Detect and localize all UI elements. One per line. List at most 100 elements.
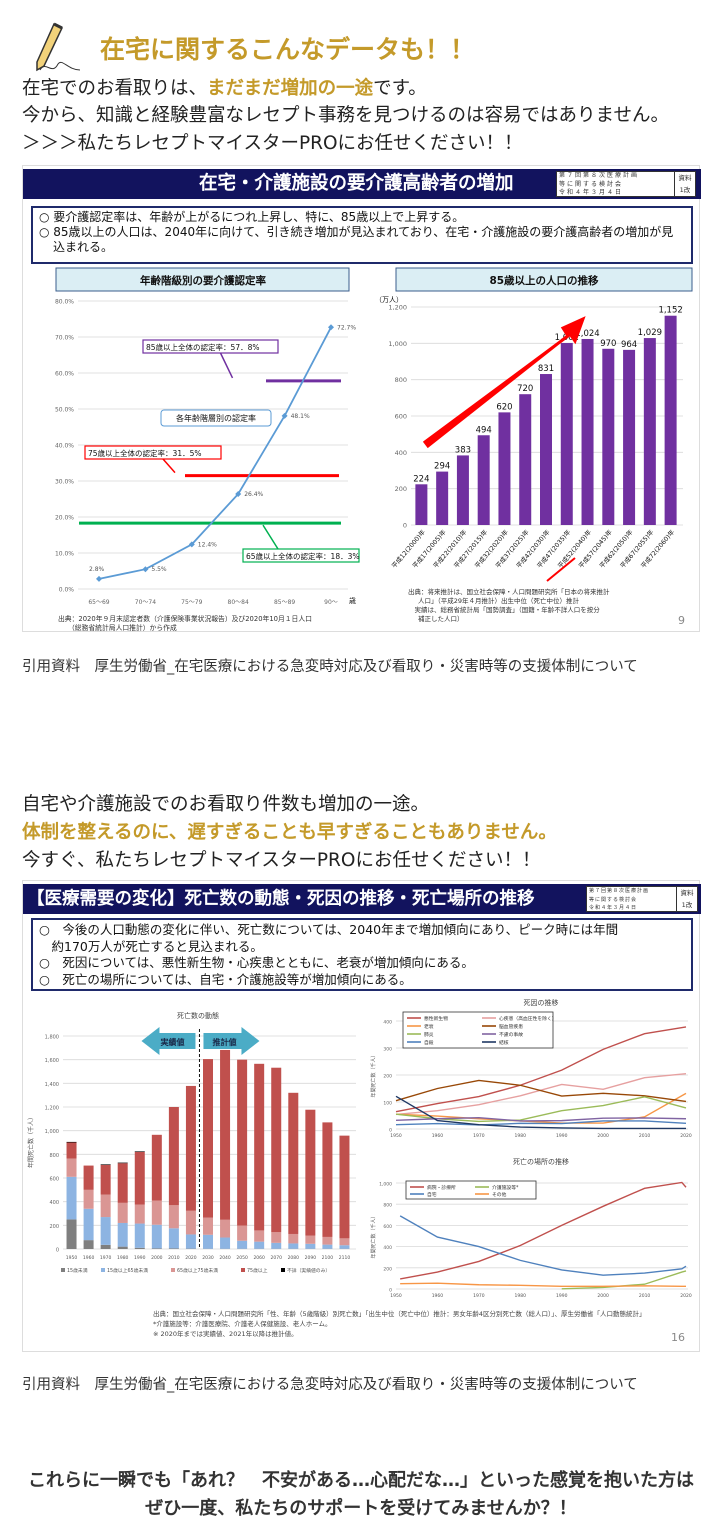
- reference-arrow: [163, 459, 175, 473]
- slide-elderly-care: 在宅・介護施設の要介護高齢者の増加 第７回第８次医療計画等に関する検討会令和４年…: [22, 165, 700, 632]
- y-tick-label: 400: [383, 1245, 392, 1251]
- chart-title: 死亡の場所の推移: [513, 1157, 569, 1166]
- section2-line-1: 自宅や介護施設でのお看取り件数も増加の一途。: [22, 790, 429, 816]
- bar-segment: [67, 1142, 77, 1143]
- bar-segment: [135, 1151, 145, 1152]
- bar-segment: [135, 1224, 145, 1248]
- bar-segment: [118, 1247, 128, 1249]
- y-tick-label: 10.0%: [55, 551, 74, 558]
- data-label: 1,152: [658, 306, 682, 316]
- x-tick-label: 2070: [271, 1255, 283, 1261]
- series-line: [396, 1080, 686, 1101]
- bar-segment: [203, 1235, 213, 1249]
- bar-segment: [322, 1237, 332, 1245]
- x-tick-label: 2010: [639, 1133, 651, 1139]
- y-tick-label: 1,400: [45, 1082, 59, 1088]
- bar: [665, 316, 677, 525]
- bar-segment: [118, 1163, 128, 1164]
- bar-segment: [101, 1217, 111, 1245]
- data-label: 383: [455, 445, 471, 455]
- page-number: 9: [678, 614, 685, 627]
- y-tick-label: 1,000: [379, 1182, 392, 1188]
- series-line: [396, 1074, 686, 1115]
- bar-segment: [84, 1166, 94, 1190]
- page-number: 16: [671, 1331, 685, 1344]
- legend-swatch: [61, 1268, 65, 1272]
- bar-segment: [339, 1136, 349, 1239]
- bar-segment: [135, 1152, 145, 1205]
- y-tick-label: 40.0%: [55, 443, 74, 450]
- bar-segment: [305, 1236, 315, 1244]
- section2-line-2: 体制を整えるのに、遅すぎることも早すぎることもありません。: [22, 818, 557, 844]
- bar-segment: [169, 1228, 179, 1248]
- bar: [644, 338, 656, 525]
- closing-line-1: これらに一瞬でも「あれ？ 不安がある…心配だな…」といった感覚を抱いた方は: [0, 1466, 722, 1492]
- bar-segment: [254, 1230, 264, 1241]
- bar-segment: [118, 1223, 128, 1247]
- bar-segment: [67, 1177, 77, 1220]
- bar: [540, 374, 552, 525]
- slide-charts: 死亡数の動態02004006008001,0001,2001,4001,6001…: [23, 881, 701, 1353]
- bar-segment: [305, 1244, 315, 1249]
- bar-segment: [135, 1248, 145, 1249]
- source-line: 出典：国立社会保障・人口問題研究所「性、年齢（5歳階級）別死亡数」「出生中位（死…: [153, 1309, 646, 1319]
- y-tick-label: 200: [49, 1224, 59, 1230]
- bar-segment: [271, 1068, 281, 1232]
- data-label: 970: [600, 339, 616, 349]
- y-tick-label: 0: [389, 1288, 392, 1294]
- bar-segment: [169, 1248, 179, 1249]
- x-tick-label: 70～74: [135, 599, 156, 606]
- reference-arrow: [263, 525, 278, 549]
- x-tick-label: 65～69: [88, 599, 109, 606]
- legend-label: 自宅: [427, 1191, 437, 1198]
- y-tick-label: 0.0%: [59, 587, 75, 594]
- legend-label: 老衰: [424, 1023, 434, 1030]
- bar-segment: [152, 1248, 162, 1249]
- legend-swatch: [171, 1268, 175, 1272]
- chart-source: 補正した人口）: [418, 614, 464, 623]
- bar-segment: [152, 1225, 162, 1249]
- x-tick-label: 1980: [515, 1293, 527, 1299]
- bar-segment: [152, 1135, 162, 1201]
- source-note: 出典：国立社会保障・人口問題研究所「性、年齢（5歳階級）別死亡数」「出生中位（死…: [153, 1309, 646, 1339]
- projected-label: 推計値: [212, 1037, 236, 1047]
- intro-line-2: 今から、知識と経験豊富なレセプト事務を見つけるのは容易ではありません。: [22, 101, 669, 127]
- legend-label: 肺炎: [424, 1032, 434, 1038]
- bar: [602, 349, 614, 525]
- y-tick-label: 800: [49, 1153, 59, 1159]
- x-tick-label: 平成72(2060)年: [638, 528, 676, 570]
- y-axis-label: 年間死亡数（千人）: [27, 1114, 35, 1168]
- legend-label: 悪性新生物: [424, 1015, 448, 1022]
- bar: [457, 455, 469, 525]
- bar-segment: [220, 1220, 230, 1238]
- y-tick-label: 30.0%: [55, 479, 74, 486]
- legend-label: 病院・診療所: [427, 1184, 456, 1191]
- y-axis-label: 年間死亡数（千人）: [370, 1213, 377, 1258]
- x-tick-label: 2000: [597, 1133, 609, 1139]
- bar-segment: [220, 1050, 230, 1220]
- x-tick-label: 2050: [236, 1255, 248, 1261]
- chart-source: （総務省統計局人口推計）から作成: [68, 623, 177, 632]
- x-tick-label: 2010: [168, 1255, 180, 1261]
- bar-segment: [254, 1242, 264, 1249]
- x-tick-label: 2110: [339, 1255, 351, 1261]
- data-label: 720: [517, 384, 533, 394]
- bar-segment: [339, 1245, 349, 1249]
- bar-segment: [288, 1093, 298, 1234]
- chart-source: 実績は、総務省統計局「国勢調査」（国籍・年齢不詳人口を按分: [408, 605, 600, 614]
- closing-line-2: ぜひ一度、私たちのサポートを受けてみませんか？！: [0, 1494, 722, 1520]
- bar-segment: [339, 1238, 349, 1245]
- x-tick-label: 1970: [100, 1255, 112, 1261]
- bar-segment: [135, 1205, 145, 1224]
- y-tick-label: 600: [49, 1177, 59, 1183]
- x-unit-label: 歳: [349, 596, 356, 605]
- y-tick-label: 400: [49, 1200, 59, 1206]
- x-tick-label: 1990: [134, 1255, 146, 1261]
- intro-line-1: 在宅でのお看取りは、まだまだ増加の一途です。: [22, 74, 427, 100]
- x-tick-label: 1980: [515, 1133, 527, 1139]
- bar-segment: [271, 1232, 281, 1243]
- y-tick-label: 100: [383, 1101, 392, 1107]
- y-tick-label: 0: [389, 1128, 392, 1134]
- intro-text: 在宅でのお看取りは、: [22, 78, 207, 99]
- y-tick-label: 200: [383, 1266, 392, 1272]
